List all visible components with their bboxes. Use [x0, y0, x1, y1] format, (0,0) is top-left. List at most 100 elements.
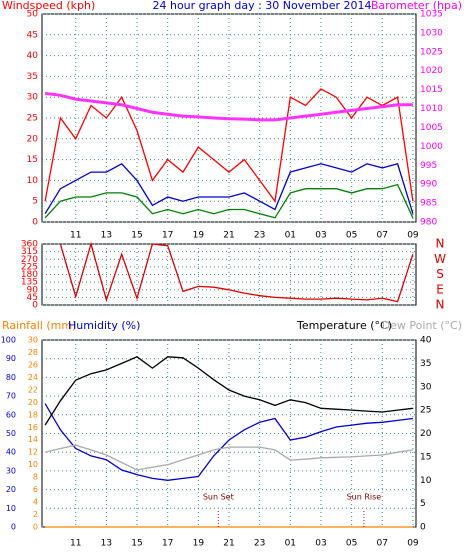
- y2-tick-label: 995: [420, 161, 437, 171]
- y2-tick-label: 15: [420, 452, 431, 462]
- y2-tick-label: 990: [420, 180, 437, 190]
- series-legend: Dew Point (°C): [382, 319, 462, 332]
- y2-tick-label: 1005: [420, 123, 443, 133]
- y2-tick-label: 1015: [420, 85, 443, 95]
- y2-tick-label: E: [436, 282, 444, 296]
- plot-frame: [41, 339, 417, 528]
- series-line: [44, 444, 413, 471]
- y-tick-label: 315: [21, 247, 38, 257]
- y-tick-label: 5: [32, 197, 38, 207]
- y-tick-label: 10: [27, 176, 39, 186]
- y3-tick-label: 20: [28, 398, 38, 407]
- y3-tick-label: 18: [28, 410, 38, 419]
- y-tick-label: 90: [27, 285, 39, 295]
- x-tick-label: 13: [101, 539, 112, 549]
- x-tick-label: 09: [407, 539, 419, 549]
- y-tick-label: 360: [21, 240, 38, 250]
- y-axis-title: Windspeed (kph): [2, 0, 95, 12]
- series-line: [44, 91, 413, 122]
- series-line: [44, 356, 413, 426]
- series-line: [44, 162, 414, 215]
- y2-tick-label: 1025: [420, 47, 443, 57]
- x-tick-label: 19: [193, 231, 205, 241]
- y3-tick-label: 4: [33, 498, 38, 507]
- y-tick-label: 270: [21, 255, 38, 265]
- annotation-label: Sun Rise: [347, 493, 382, 502]
- y-tick-label: 50: [6, 429, 16, 438]
- x-tick-label: 17: [162, 539, 173, 549]
- x-tick-label: 01: [285, 231, 296, 241]
- x-tick-label: 21: [223, 539, 234, 549]
- x-tick-label: 11: [70, 231, 81, 241]
- series-line: [44, 183, 414, 219]
- y2-tick-label: 25: [420, 406, 431, 416]
- y3-tick-label: 22: [28, 385, 38, 394]
- y3-tick-label: 24: [28, 373, 38, 382]
- x-tick-label: 17: [162, 231, 173, 241]
- y3-tick-label: 16: [28, 423, 38, 432]
- y-tick-label: 225: [21, 262, 38, 272]
- x-tick-label: 03: [315, 231, 326, 241]
- y3-tick-label: 14: [28, 435, 38, 444]
- y-tick-label: 45: [27, 293, 38, 303]
- y-tick-label: 15: [27, 155, 38, 165]
- y3-tick-label: 12: [28, 448, 38, 457]
- y2-tick-label: 1010: [420, 104, 443, 114]
- y2-tick-label: 10: [420, 476, 432, 486]
- y-tick-label: 20: [6, 485, 16, 494]
- y2-tick-label: 985: [420, 199, 437, 209]
- x-tick-label: 11: [70, 539, 81, 549]
- y2-axis-title: Barometer (hpa): [371, 0, 462, 12]
- y3-tick-label: 30: [28, 336, 38, 345]
- y2-tick-label: 980: [420, 218, 437, 228]
- x-tick-label: 23: [254, 539, 265, 549]
- chart-title: 24 hour graph day : 30 November 2014: [152, 0, 371, 12]
- y2-tick-label: N: [436, 298, 445, 312]
- y3-tick-label: 26: [28, 360, 38, 369]
- series-line: [44, 403, 413, 481]
- y-tick-label: 30: [6, 466, 16, 475]
- y2-tick-label: 1020: [420, 66, 443, 76]
- y2-tick-label: 0: [420, 523, 426, 533]
- y-tick-label: 80: [6, 373, 16, 382]
- x-tick-label: 05: [346, 539, 357, 549]
- y-tick-label: 25: [27, 114, 38, 124]
- y3-tick-label: 6: [33, 485, 38, 494]
- y-tick-label: 0: [32, 301, 38, 311]
- series-legend: Rainfall (mm): [2, 319, 76, 332]
- series-line: [59, 241, 414, 303]
- x-tick-label: 15: [131, 231, 142, 241]
- x-tick-label: 05: [346, 231, 357, 241]
- y2-tick-label: 1030: [420, 28, 443, 38]
- y3-tick-label: 0: [33, 523, 38, 532]
- y-tick-label: 40: [27, 51, 39, 61]
- x-tick-label: 07: [377, 231, 388, 241]
- y-tick-label: 135: [21, 278, 38, 288]
- y-tick-label: 50: [27, 10, 39, 20]
- y-tick-label: 0: [32, 218, 38, 228]
- y-tick-label: 0: [11, 523, 16, 532]
- y2-tick-label: 40: [420, 336, 432, 346]
- series-legend: Temperature (°C): [296, 319, 392, 332]
- x-tick-label: 09: [407, 231, 419, 241]
- x-tick-label: 13: [101, 231, 112, 241]
- y-tick-label: 100: [1, 336, 16, 345]
- series-line: [44, 88, 414, 203]
- y2-tick-label: N: [436, 237, 445, 251]
- x-tick-label: 23: [254, 231, 265, 241]
- y2-tick-label: 35: [420, 359, 431, 369]
- x-tick-label: 07: [377, 539, 388, 549]
- y-tick-label: 70: [6, 392, 16, 401]
- y3-tick-label: 10: [28, 460, 38, 469]
- y2-tick-label: W: [434, 252, 446, 266]
- y-tick-label: 20: [27, 134, 39, 144]
- y2-tick-label: 1000: [420, 142, 443, 152]
- y-tick-label: 10: [6, 504, 16, 513]
- y-tick-label: 90: [6, 354, 16, 363]
- x-tick-label: 03: [315, 539, 326, 549]
- y-tick-label: 180: [21, 270, 38, 280]
- y-tick-label: 30: [27, 93, 39, 103]
- annotation-label: Sun Set: [203, 493, 234, 502]
- y-tick-label: 35: [27, 72, 38, 82]
